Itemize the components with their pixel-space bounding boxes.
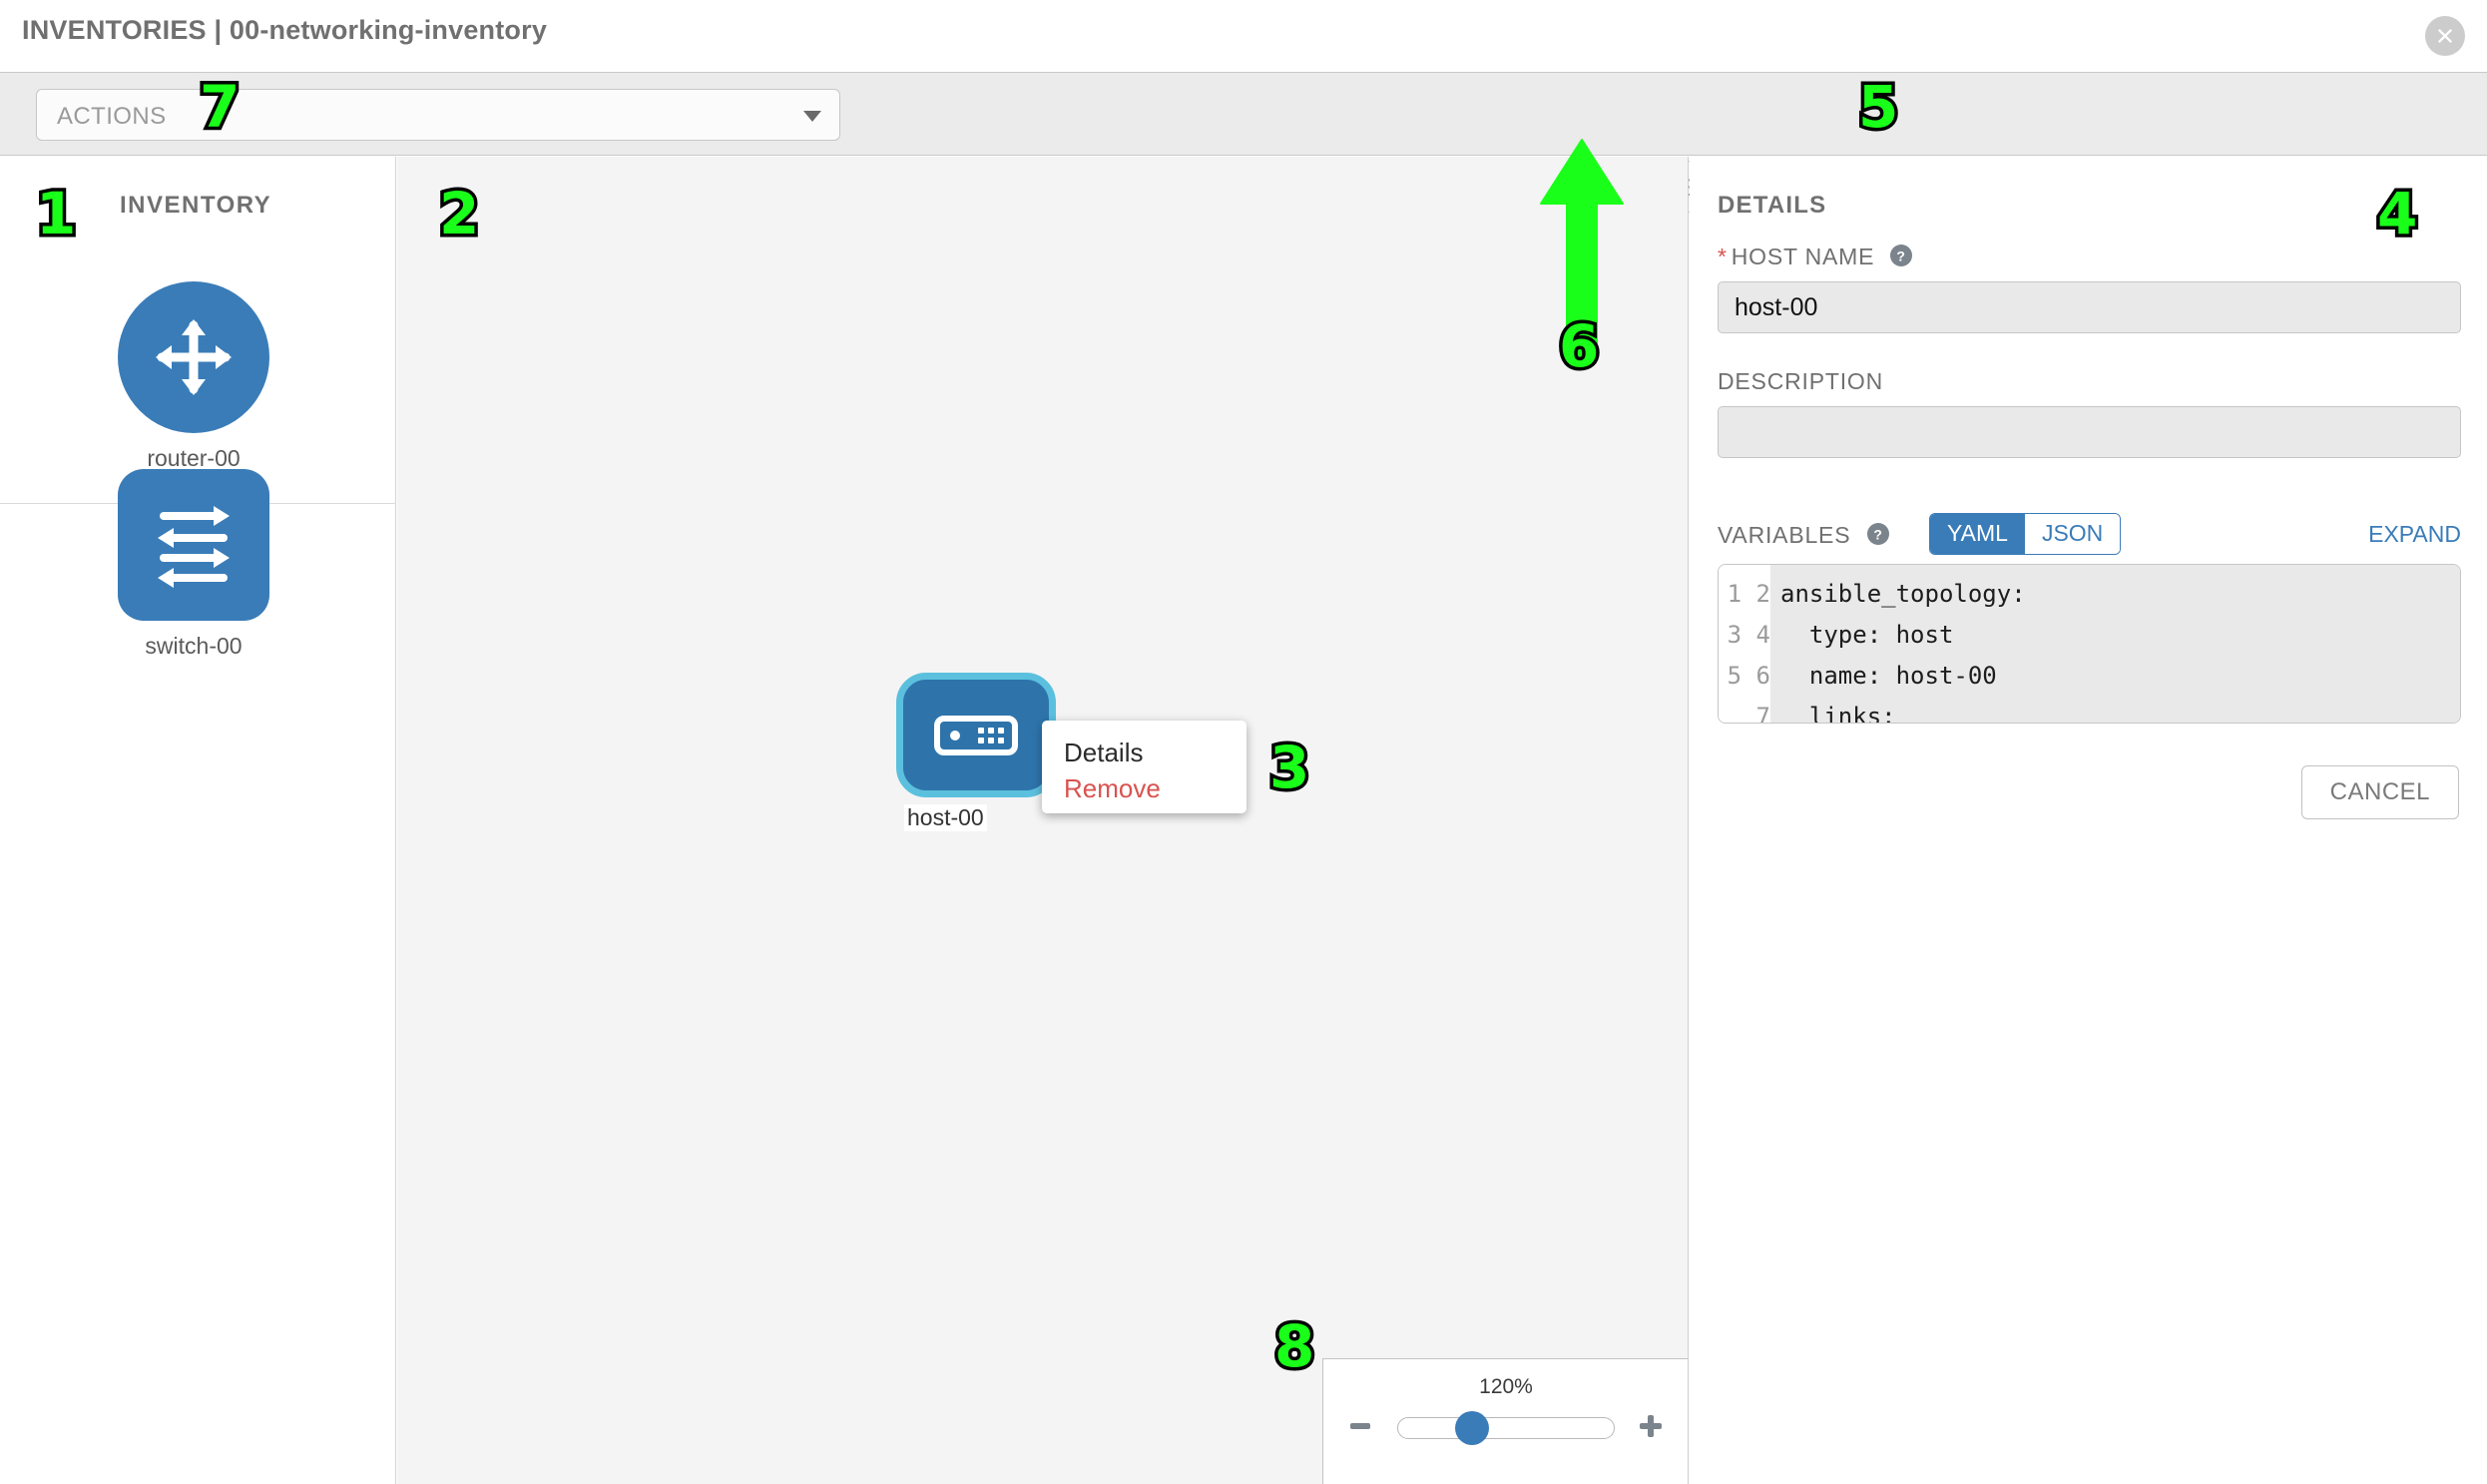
help-glyph: ? bbox=[1890, 245, 1913, 266]
host-name-label: * HOST NAME ? bbox=[1718, 244, 1913, 273]
context-menu-item-remove[interactable]: Remove bbox=[1064, 773, 1161, 803]
topology-node-host[interactable]: host-00 bbox=[896, 673, 1066, 831]
zoom-slider-thumb[interactable] bbox=[1455, 1411, 1489, 1445]
details-panel-title: DETAILS bbox=[1718, 192, 1827, 219]
page-title: INVENTORIES | 00-networking-inventory bbox=[22, 15, 548, 45]
inventory-sidebar: INVENTORY router-00 bbox=[0, 157, 396, 1484]
window-header: INVENTORIES | 00-networking-inventory bbox=[0, 0, 2487, 72]
host-node-label: host-00 bbox=[904, 804, 987, 831]
close-icon[interactable] bbox=[2425, 16, 2465, 56]
variables-code-editor[interactable]: 1 2 3 4 5 6 7 ansible_topology: type: ho… bbox=[1718, 564, 2461, 724]
context-menu-item-details[interactable]: Details bbox=[1064, 738, 1144, 767]
cancel-button[interactable]: CANCEL bbox=[2300, 765, 2459, 819]
zoom-slider-track[interactable] bbox=[1397, 1417, 1615, 1439]
switch-icon bbox=[118, 469, 269, 621]
code-content[interactable]: ansible_topology: type: host name: host-… bbox=[1770, 565, 2460, 723]
node-context-menu: Details Remove bbox=[1042, 721, 1246, 813]
zoom-in-button[interactable] bbox=[1634, 1409, 1668, 1443]
svg-text:?: ? bbox=[1873, 527, 1882, 543]
sidebar-item-router[interactable]: router-00 bbox=[118, 281, 269, 472]
plus-icon bbox=[1640, 1415, 1662, 1437]
router-glyph bbox=[156, 319, 232, 395]
chevron-down-icon bbox=[803, 111, 821, 122]
expand-link[interactable]: EXPAND bbox=[2368, 521, 2461, 547]
actions-dropdown-label: ACTIONS bbox=[57, 103, 167, 130]
variables-label-text: VARIABLES bbox=[1718, 522, 1851, 548]
switch-glyph bbox=[158, 506, 230, 588]
zoom-control-panel: 120% bbox=[1322, 1358, 1688, 1484]
svg-text:?: ? bbox=[1897, 248, 1906, 264]
toolbar: ACTIONS SEARCH bbox=[0, 72, 2487, 213]
variables-row: VARIABLES ? YAML JSON EXPAND bbox=[1718, 513, 2461, 556]
zoom-level-value: 120% bbox=[1479, 1375, 1533, 1398]
sidebar-item-label: router-00 bbox=[147, 445, 241, 471]
host-name-field[interactable] bbox=[1718, 281, 2461, 333]
sidebar-item-switch[interactable]: switch-00 bbox=[118, 469, 269, 660]
variables-format-toggle: YAML JSON bbox=[1929, 513, 2122, 555]
topology-canvas[interactable]: host-00 Details Remove 120% bbox=[397, 157, 1689, 1484]
zoom-out-button[interactable] bbox=[1343, 1409, 1377, 1443]
help-glyph: ? bbox=[1866, 523, 1889, 545]
host-name-label-text: HOST NAME bbox=[1731, 244, 1875, 269]
toggle-json[interactable]: JSON bbox=[2024, 514, 2121, 554]
host-node-shape[interactable] bbox=[896, 673, 1056, 797]
router-icon bbox=[118, 281, 269, 433]
inventory-panel-title: INVENTORY bbox=[120, 192, 272, 219]
description-label: DESCRIPTION bbox=[1718, 368, 1883, 394]
details-panel: DETAILS *HOST NAME ? DESCRIPTION VARIABL… bbox=[1690, 157, 2487, 1484]
close-glyph bbox=[2438, 29, 2452, 43]
help-icon[interactable]: ? bbox=[1889, 244, 1913, 273]
server-icon bbox=[934, 715, 1018, 755]
variables-label: VARIABLES ? bbox=[1718, 522, 1890, 552]
sidebar-item-label: switch-00 bbox=[145, 633, 243, 659]
code-line-numbers: 1 2 3 4 5 6 7 bbox=[1719, 565, 1770, 723]
minus-icon bbox=[1350, 1423, 1370, 1429]
description-field[interactable] bbox=[1718, 406, 2461, 458]
help-icon[interactable]: ? bbox=[1866, 522, 1890, 552]
toggle-yaml[interactable]: YAML bbox=[1930, 514, 2025, 554]
required-marker: * bbox=[1718, 244, 1728, 269]
actions-dropdown[interactable]: ACTIONS bbox=[36, 89, 840, 141]
